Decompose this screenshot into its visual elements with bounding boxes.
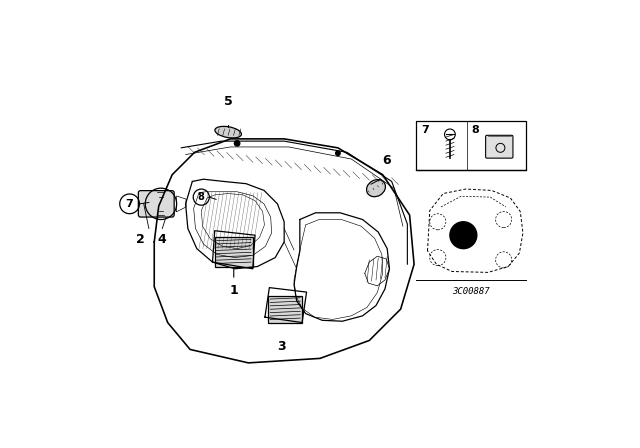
Text: 7: 7 bbox=[422, 125, 429, 135]
Text: 7: 7 bbox=[125, 199, 134, 209]
Circle shape bbox=[336, 151, 340, 155]
Circle shape bbox=[450, 222, 477, 249]
Text: 6: 6 bbox=[382, 154, 390, 167]
Circle shape bbox=[234, 141, 240, 146]
FancyBboxPatch shape bbox=[486, 135, 513, 158]
Ellipse shape bbox=[367, 180, 385, 197]
Bar bbox=[215, 237, 253, 267]
Text: 1: 1 bbox=[229, 284, 238, 297]
Ellipse shape bbox=[215, 126, 241, 138]
Text: 5: 5 bbox=[224, 95, 232, 108]
Bar bbox=[417, 121, 526, 170]
Bar bbox=[269, 296, 302, 323]
Text: 4: 4 bbox=[158, 233, 166, 246]
Text: 8: 8 bbox=[471, 125, 479, 135]
FancyBboxPatch shape bbox=[138, 191, 174, 217]
Text: 3: 3 bbox=[278, 340, 286, 353]
Text: 2: 2 bbox=[136, 233, 145, 246]
Text: 8: 8 bbox=[198, 192, 205, 202]
Text: 3C00887: 3C00887 bbox=[452, 287, 490, 296]
